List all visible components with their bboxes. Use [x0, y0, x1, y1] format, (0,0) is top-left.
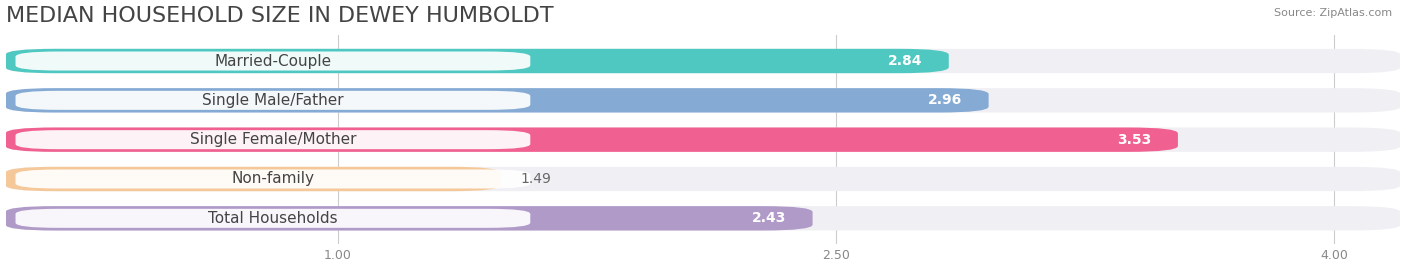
FancyBboxPatch shape: [6, 128, 1178, 152]
FancyBboxPatch shape: [6, 128, 1400, 152]
FancyBboxPatch shape: [15, 169, 530, 188]
FancyBboxPatch shape: [15, 209, 530, 228]
FancyBboxPatch shape: [6, 49, 949, 73]
FancyBboxPatch shape: [6, 88, 1400, 113]
FancyBboxPatch shape: [6, 206, 813, 230]
Text: 2.84: 2.84: [887, 54, 922, 68]
FancyBboxPatch shape: [6, 167, 1400, 191]
Text: Married-Couple: Married-Couple: [214, 54, 332, 69]
Text: Single Female/Mother: Single Female/Mother: [190, 132, 356, 147]
FancyBboxPatch shape: [15, 91, 530, 110]
FancyBboxPatch shape: [6, 88, 988, 113]
Text: Single Male/Father: Single Male/Father: [202, 93, 343, 108]
Text: 2.96: 2.96: [928, 93, 962, 107]
Text: Total Households: Total Households: [208, 211, 337, 226]
FancyBboxPatch shape: [15, 130, 530, 149]
Text: 2.43: 2.43: [752, 211, 786, 225]
FancyBboxPatch shape: [6, 206, 1400, 230]
FancyBboxPatch shape: [6, 167, 501, 191]
FancyBboxPatch shape: [15, 51, 530, 70]
Text: Non-family: Non-family: [232, 172, 315, 187]
Text: MEDIAN HOUSEHOLD SIZE IN DEWEY HUMBOLDT: MEDIAN HOUSEHOLD SIZE IN DEWEY HUMBOLDT: [6, 6, 553, 25]
Text: Source: ZipAtlas.com: Source: ZipAtlas.com: [1274, 8, 1392, 18]
FancyBboxPatch shape: [6, 49, 1400, 73]
Text: 3.53: 3.53: [1118, 133, 1152, 147]
Text: 1.49: 1.49: [520, 172, 551, 186]
